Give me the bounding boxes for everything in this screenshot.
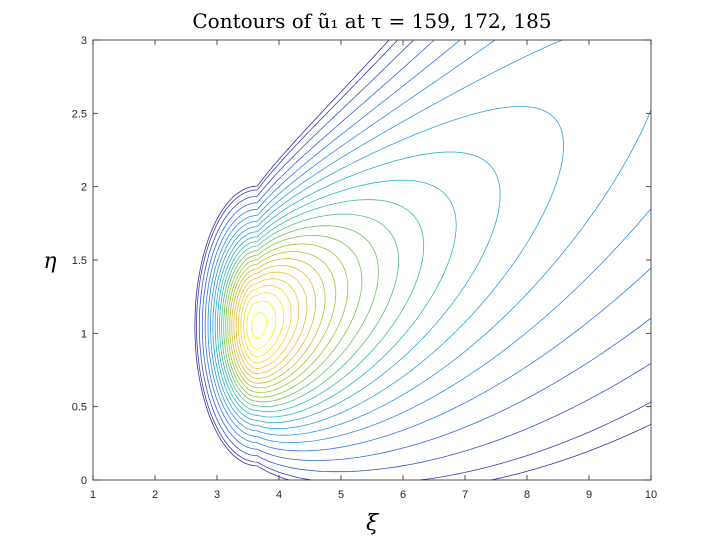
y-tick-label: 0 xyxy=(81,475,87,487)
x-tick-label: 7 xyxy=(462,489,468,501)
contour-lines xyxy=(194,39,652,481)
plot-background xyxy=(93,40,651,480)
x-tick-label: 3 xyxy=(214,489,220,501)
contour-line xyxy=(223,225,379,403)
contour-line xyxy=(237,278,300,369)
x-tick-label: 8 xyxy=(524,489,530,501)
x-tick-label: 5 xyxy=(338,489,344,501)
y-axis-label: η xyxy=(43,249,56,274)
contour-line xyxy=(240,285,292,364)
contour-line xyxy=(243,292,285,358)
y-axis-ticks: 0 0.5 1 1.5 2 2.5 3 xyxy=(72,35,651,487)
contour-line xyxy=(210,39,652,436)
contour-line xyxy=(198,39,652,473)
contour-line xyxy=(246,300,277,350)
y-tick-label: 2.5 xyxy=(72,108,87,120)
contour-line xyxy=(207,39,652,443)
contour-line xyxy=(214,151,501,423)
contour-line xyxy=(204,39,652,452)
contour-line xyxy=(219,199,425,413)
x-axis-label: ξ xyxy=(366,511,380,536)
contour-line xyxy=(227,243,349,393)
x-tick-label: 2 xyxy=(152,489,158,501)
contour-line xyxy=(194,39,652,481)
chart-title: Contours of ũ₁ at τ = 159, 172, 185 xyxy=(192,9,551,33)
contour-line xyxy=(251,312,268,340)
x-axis-ticks: 1 2 3 4 5 6 7 8 9 10 xyxy=(90,40,657,501)
y-tick-label: 1.5 xyxy=(72,255,87,267)
contour-line xyxy=(229,251,337,389)
y-tick-label: 0.5 xyxy=(72,402,87,414)
y-tick-label: 3 xyxy=(81,35,87,47)
contour-line xyxy=(233,265,316,379)
contour-line xyxy=(212,106,564,430)
y-tick-label: 2 xyxy=(81,182,87,194)
x-tick-label: 10 xyxy=(645,489,657,501)
x-tick-label: 1 xyxy=(90,489,96,501)
contour-line xyxy=(217,179,457,418)
contour-line xyxy=(221,213,399,408)
contour-line xyxy=(201,39,652,461)
x-tick-label: 6 xyxy=(400,489,406,501)
y-tick-label: 1 xyxy=(81,328,87,340)
contour-line xyxy=(231,258,326,384)
x-tick-label: 9 xyxy=(586,489,592,501)
contour-line xyxy=(235,271,308,375)
x-tick-label: 4 xyxy=(276,489,282,501)
contour-line xyxy=(196,39,652,481)
contour-line xyxy=(225,235,363,398)
